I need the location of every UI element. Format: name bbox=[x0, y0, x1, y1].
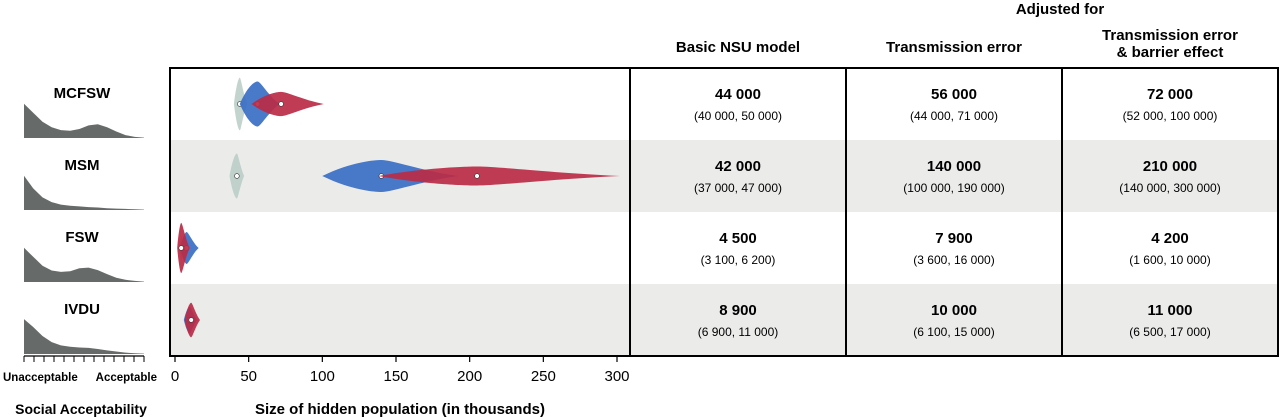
ci-mcfsw-transmission: (44 000, 71 000) bbox=[910, 109, 998, 123]
ci-ivdu-basic: (6 900, 11 000) bbox=[698, 325, 779, 339]
median-point-msm-barrier bbox=[474, 173, 480, 179]
ci-mcfsw-barrier: (52 000, 100 000) bbox=[1123, 109, 1218, 123]
x-axis-label: Size of hidden population (in thousands) bbox=[255, 401, 545, 417]
acceptability-low-label: Unacceptable bbox=[3, 372, 78, 384]
acceptability-axis-label: Social Acceptability bbox=[15, 401, 147, 417]
x-tick-label-250: 250 bbox=[531, 368, 556, 385]
x-tick-label-0: 0 bbox=[171, 368, 179, 385]
row-label-ivdu: IVDU bbox=[64, 301, 100, 318]
row-label-fsw: FSW bbox=[65, 229, 99, 246]
ci-msm-basic: (37 000, 47 000) bbox=[694, 181, 782, 195]
ci-fsw-basic: (3 100, 6 200) bbox=[701, 253, 776, 267]
header-basic-nsu: Basic NSU model bbox=[676, 39, 800, 56]
header-barrier-line2: & barrier effect bbox=[1117, 44, 1224, 61]
ci-msm-barrier: (140 000, 300 000) bbox=[1119, 181, 1220, 195]
estimate-fsw-basic: 4 500 bbox=[719, 230, 757, 247]
estimate-mcfsw-basic: 44 000 bbox=[715, 86, 761, 103]
x-tick-label-150: 150 bbox=[383, 368, 408, 385]
estimate-fsw-transmission: 7 900 bbox=[935, 230, 973, 247]
estimate-ivdu-transmission: 10 000 bbox=[931, 302, 977, 319]
estimate-msm-basic: 42 000 bbox=[715, 158, 761, 175]
acceptability-density-ivdu bbox=[24, 319, 144, 354]
ci-msm-transmission: (100 000, 190 000) bbox=[903, 181, 1004, 195]
violin-mcfsw-barrier bbox=[251, 91, 324, 117]
estimate-mcfsw-transmission: 56 000 bbox=[931, 86, 977, 103]
estimate-ivdu-basic: 8 900 bbox=[719, 302, 757, 319]
x-tick-label-50: 50 bbox=[240, 368, 257, 385]
row-band-ivdu bbox=[170, 284, 1278, 356]
panel-frames bbox=[169, 67, 1279, 357]
x-tick-label-200: 200 bbox=[457, 368, 482, 385]
violin-plot-area bbox=[177, 77, 620, 338]
median-point-msm-basic bbox=[234, 173, 240, 179]
estimate-msm-transmission: 140 000 bbox=[927, 158, 981, 175]
median-point-mcfsw-barrier bbox=[278, 101, 284, 107]
x-axis: 0 50 100 150 200 250 300 bbox=[171, 355, 630, 385]
median-point-fsw-barrier bbox=[178, 245, 184, 251]
median-point-ivdu-barrier bbox=[188, 317, 194, 323]
estimate-table: 44 000 (40 000, 50 000) 56 000 (44 000, 71 … bbox=[694, 86, 1221, 339]
acceptability-panel: MCFSW MSM FSW IVDU bbox=[23, 85, 145, 362]
ci-ivdu-barrier: (6 500, 17 000) bbox=[1129, 325, 1210, 339]
estimate-fsw-barrier: 4 200 bbox=[1151, 230, 1189, 247]
estimate-ivdu-barrier: 11 000 bbox=[1147, 302, 1192, 319]
ci-fsw-transmission: (3 600, 16 000) bbox=[913, 253, 994, 267]
acceptability-density-mcfsw bbox=[24, 103, 144, 138]
estimate-mcfsw-barrier: 72 000 bbox=[1147, 86, 1193, 103]
acceptability-density-msm bbox=[24, 175, 144, 210]
ci-ivdu-transmission: (6 100, 15 000) bbox=[913, 325, 994, 339]
x-tick-label-100: 100 bbox=[310, 368, 335, 385]
acceptability-density-fsw bbox=[24, 247, 144, 282]
estimate-msm-barrier: 210 000 bbox=[1143, 158, 1197, 175]
x-tick-label-300: 300 bbox=[604, 368, 629, 385]
ci-fsw-barrier: (1 600, 10 000) bbox=[1129, 253, 1210, 267]
row-bands bbox=[170, 140, 1278, 356]
row-label-msm: MSM bbox=[65, 157, 100, 174]
header-barrier-line1: Transmission error bbox=[1102, 27, 1238, 44]
table-column-frame-2 bbox=[1061, 67, 1279, 357]
acceptability-high-label: Acceptable bbox=[96, 372, 157, 384]
row-label-mcfsw: MCFSW bbox=[54, 85, 111, 102]
ci-mcfsw-basic: (40 000, 50 000) bbox=[694, 109, 782, 123]
header-group-title: Adjusted for bbox=[1016, 1, 1104, 18]
violin-msm-barrier bbox=[378, 166, 620, 186]
header-transmission-error: Transmission error bbox=[886, 39, 1022, 56]
